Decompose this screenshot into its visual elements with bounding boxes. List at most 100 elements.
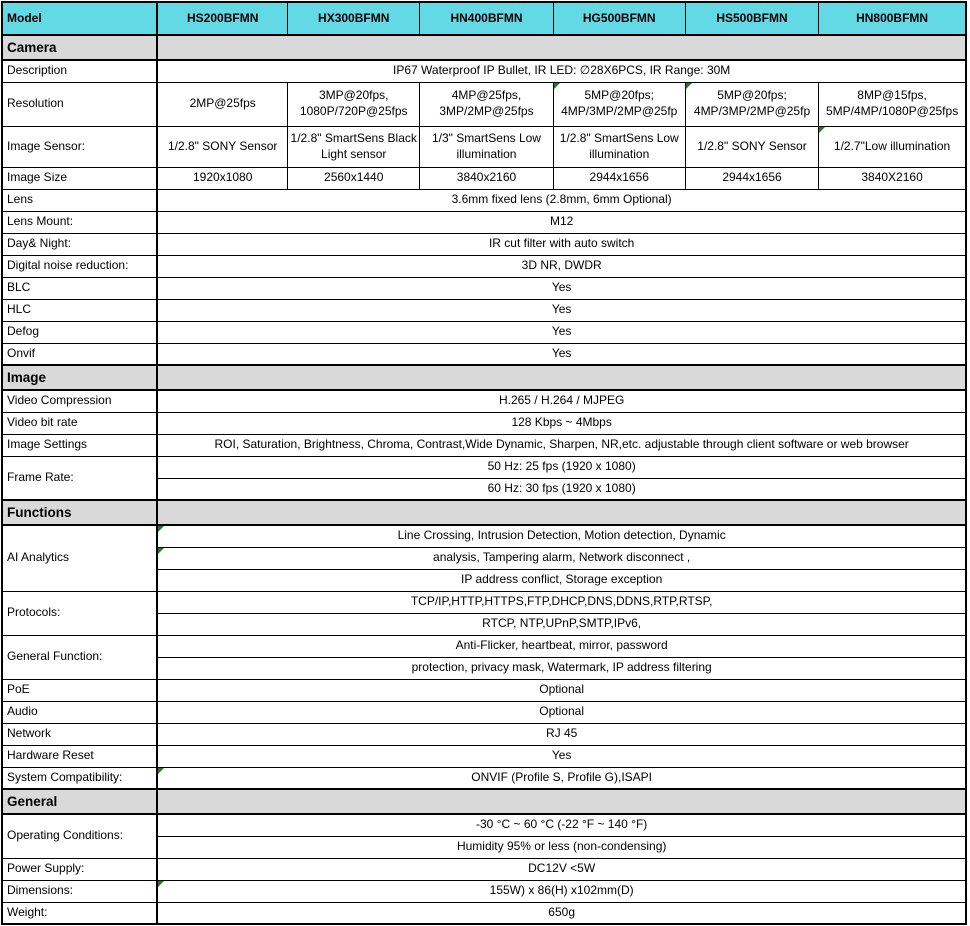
row-label-dnr: Digital noise reduction: <box>1 254 159 278</box>
cell-defog: Yes <box>156 320 967 344</box>
cell-power-supply: DC12V <5W <box>156 857 967 881</box>
row-label-network: Network <box>1 722 159 746</box>
cell-lens-mount: M12 <box>156 210 967 234</box>
row-day-night: Day& Night: IR cut filter with auto swit… <box>1 232 967 256</box>
row-image-sensor: Image Sensor: 1/2.8" SONY Sensor 1/2.8" … <box>1 125 967 168</box>
row-label-frame-rate: Frame Rate: <box>1 455 159 501</box>
section-title-functions: Functions <box>1 499 159 526</box>
row-label-defog: Defog <box>1 320 159 344</box>
row-hlc: HLC Yes <box>1 298 967 322</box>
row-power-supply: Power Supply: DC12V <5W <box>1 857 967 881</box>
cell-text: Line Crossing, Intrusion Detection, Moti… <box>397 528 726 543</box>
cell-dnr: 3D NR, DWDR <box>156 254 967 278</box>
model-header-label: Model <box>1 1 159 36</box>
model-hg500bfmn: HG500BFMN <box>552 1 686 36</box>
row-protocols-1: Protocols: TCP/IP,HTTP,HTTPS,FTP,DHCP,DN… <box>1 590 967 636</box>
row-poe: PoE Optional <box>1 678 967 702</box>
cell-general-function-2: protection, privacy mask, Watermark, IP … <box>156 656 967 680</box>
row-hardware-reset: Hardware Reset Yes <box>1 744 967 768</box>
model-hn400bfmn: HN400BFMN <box>419 1 554 36</box>
cell-day-night: IR cut filter with auto switch <box>156 232 967 256</box>
error-flag-icon <box>819 127 826 133</box>
row-label-poe: PoE <box>1 678 159 702</box>
cell-resolution-hn400: 4MP@25fps, 3MP/2MP@25fps <box>419 81 554 127</box>
cell-size-hn800: 3840X2160 <box>818 166 967 190</box>
section-filler <box>156 499 967 526</box>
row-dimensions: Dimensions: 155W) x 86(H) x102mm(D) <box>1 879 967 903</box>
cell-size-hn400: 3840x2160 <box>419 166 554 190</box>
row-dnr: Digital noise reduction: 3D NR, DWDR <box>1 254 967 278</box>
cell-frame-rate-50hz: 50 Hz: 25 fps (1920 x 1080) <box>156 455 967 479</box>
row-protocols-2: RTCP, NTP,UPnP,SMTP,IPv6, <box>2 612 967 636</box>
row-label-lens-mount: Lens Mount: <box>1 210 159 234</box>
cell-text: 1/2.7"Low illumination <box>833 138 951 153</box>
cell-video-compression: H.265 / H.264 / MJPEG <box>156 389 967 413</box>
error-flag-icon <box>158 526 165 532</box>
row-label-protocols: Protocols: <box>1 590 159 636</box>
cell-resolution-hs500: 5MP@20fps; 4MP/3MP/2MP@25fp <box>684 81 820 127</box>
row-lens-mount: Lens Mount: M12 <box>1 210 967 234</box>
cell-resolution-hg500: 5MP@20fps; 4MP/3MP/2MP@25fp <box>552 81 686 127</box>
row-lens: Lens 3.6mm fixed lens (2.8mm, 6mm Option… <box>1 188 967 212</box>
section-title-general: General <box>1 788 159 815</box>
cell-size-hs200: 1920x1080 <box>156 166 289 190</box>
cell-size-hg500: 2944x1656 <box>552 166 686 190</box>
row-blc: BLC Yes <box>1 276 967 300</box>
cell-image-settings: ROI, Saturation, Brightness, Chroma, Con… <box>156 433 967 457</box>
cell-sensor-hn800: 1/2.7"Low illumination <box>818 125 967 168</box>
row-label-video-compression: Video Compression <box>1 389 159 413</box>
row-network: Network RJ 45 <box>1 722 967 746</box>
row-label-image-size: Image Size <box>1 166 159 190</box>
row-defog: Defog Yes <box>1 320 967 344</box>
section-title-image: Image <box>1 364 159 391</box>
section-filler <box>156 364 967 391</box>
row-resolution: Resolution 2MP@25fps 3MP@20fps, 1080P/72… <box>1 81 967 127</box>
cell-lens: 3.6mm fixed lens (2.8mm, 6mm Optional) <box>156 188 967 212</box>
cell-sensor-hs200: 1/2.8" SONY Sensor <box>156 125 289 168</box>
section-row-functions: Functions <box>1 499 967 526</box>
cell-sensor-hs500: 1/2.8" SONY Sensor <box>684 125 820 168</box>
row-label-onvif: Onvif <box>1 342 159 366</box>
error-flag-icon <box>158 768 165 774</box>
row-ai-analytics-1: AI Analytics Line Crossing, Intrusion De… <box>1 524 967 592</box>
cell-ai-analytics-2: analysis, Tampering alarm, Network disco… <box>156 546 967 570</box>
row-ai-analytics-3: IP address conflict, Storage exception <box>2 568 967 592</box>
cell-size-hs500: 2944x1656 <box>684 166 820 190</box>
cell-dimensions: 155W) x 86(H) x102mm(D) <box>156 879 967 903</box>
cell-frame-rate-60hz: 60 Hz: 30 fps (1920 x 1080) <box>156 477 967 501</box>
row-label-image-sensor: Image Sensor: <box>1 125 159 168</box>
row-label-hlc: HLC <box>1 298 159 322</box>
cell-text: analysis, Tampering alarm, Network disco… <box>433 550 691 565</box>
cell-network: RJ 45 <box>156 722 967 746</box>
cell-text: 5MP@20fps; 4MP/3MP/2MP@25fp <box>693 88 811 118</box>
cell-resolution-hs200: 2MP@25fps <box>156 81 289 127</box>
cell-sensor-hg500: 1/2.8" SmartSens Low illumination <box>552 125 686 168</box>
cell-system-compatibility: ONVIF (Profile S, Profile G),ISAPI <box>156 766 967 790</box>
cell-hlc: Yes <box>156 298 967 322</box>
row-label-day-night: Day& Night: <box>1 232 159 256</box>
row-label-general-function: General Function: <box>1 634 159 680</box>
cell-audio: Optional <box>156 700 967 724</box>
error-flag-icon <box>158 881 165 887</box>
error-flag-icon <box>686 83 692 89</box>
model-header-row: Model HS200BFMN HX300BFMN HN400BFMN HG50… <box>1 1 967 36</box>
cell-hardware-reset: Yes <box>156 744 967 768</box>
section-title-camera: Camera <box>1 34 159 61</box>
cell-resolution-hn800: 8MP@15fps, 5MP/4MP/1080P@25fps <box>818 81 967 127</box>
cell-text: 155W) x 86(H) x102mm(D) <box>489 883 634 898</box>
cell-poe: Optional <box>156 678 967 702</box>
cell-size-hx300: 2560x1440 <box>287 166 421 190</box>
model-hs200bfmn: HS200BFMN <box>156 1 289 36</box>
section-row-camera: Camera <box>1 34 967 61</box>
row-label-description: Description <box>1 59 159 83</box>
row-video-bit-rate: Video bit rate 128 Kbps ~ 4Mbps <box>1 411 967 435</box>
cell-sensor-hn400: 1/3" SmartSens Low illumination <box>419 125 554 168</box>
row-label-ai-analytics: AI Analytics <box>1 524 159 592</box>
section-row-image: Image <box>1 364 967 391</box>
row-audio: Audio Optional <box>1 700 967 724</box>
error-flag-icon <box>158 548 165 554</box>
row-image-size: Image Size 1920x1080 2560x1440 3840x2160… <box>1 166 967 190</box>
row-system-compatibility: System Compatibility: ONVIF (Profile S, … <box>1 766 967 790</box>
row-label-lens: Lens <box>1 188 159 212</box>
